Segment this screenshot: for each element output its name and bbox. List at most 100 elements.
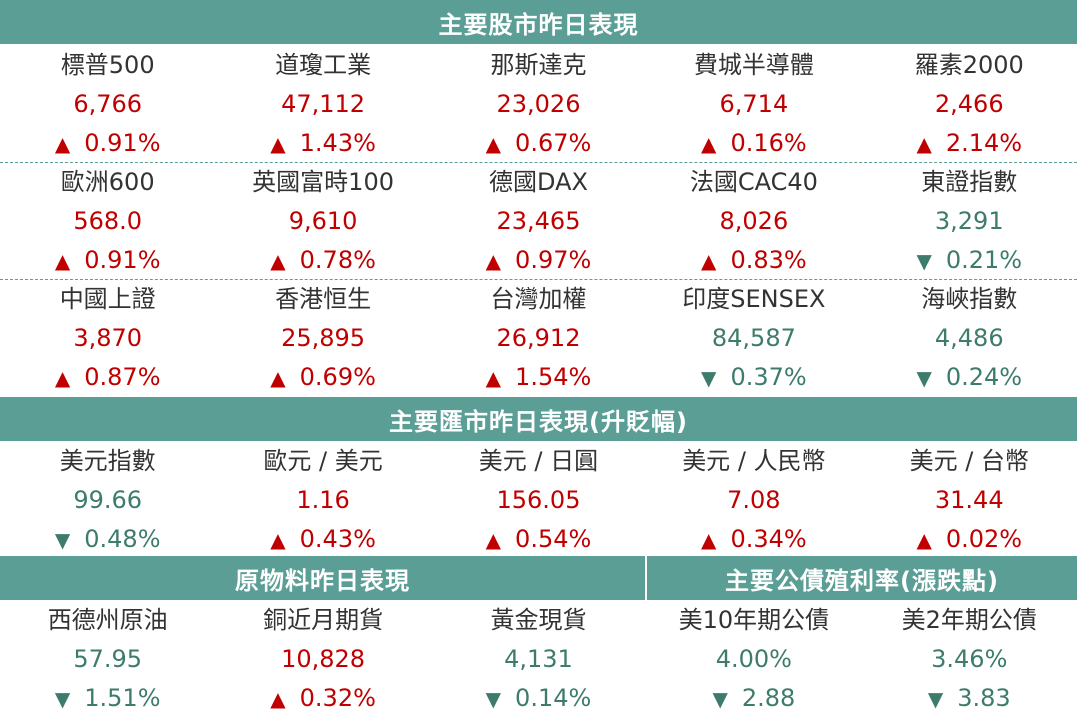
quote-cell: 黃金現貨 4,131 ▼ 0.14% (431, 601, 646, 718)
change-value: 0.69% (299, 363, 376, 391)
quote-change: ▼ 0.48% (55, 520, 161, 559)
quote-name: 歐洲600 (60, 168, 155, 196)
quote-name: 黃金現貨 (490, 606, 587, 634)
quote-change: ▲ 0.34% (701, 520, 807, 559)
down-triangle-icon: ▼ (712, 687, 728, 711)
quote-value: 31.44 (934, 486, 1004, 514)
quote-cell: 印度SENSEX 84,587 ▼ 0.37% (646, 280, 861, 397)
quote-value: 3.46% (931, 645, 1008, 673)
quote-cell: 美10年期公債 4.00% ▼ 2.88 (646, 601, 861, 718)
quote-cell: 道瓊工業 47,112 ▲ 1.43% (215, 46, 430, 163)
quote-cell: 標普500 6,766 ▲ 0.91% (0, 46, 215, 163)
up-triangle-icon: ▲ (916, 528, 932, 552)
change-value: 0.14% (515, 684, 592, 712)
quote-value: 9,610 (288, 207, 358, 235)
divider (0, 279, 1077, 280)
change-value: 3.83 (957, 684, 1011, 712)
up-triangle-icon: ▲ (701, 132, 717, 156)
quote-value: 6,714 (719, 90, 789, 118)
quote-value: 23,465 (496, 207, 581, 235)
quote-name: 中國上證 (59, 285, 156, 313)
quote-name: 羅素2000 (914, 51, 1024, 79)
quote-change: ▼ 0.24% (916, 358, 1022, 397)
quote-name: 英國富時100 (252, 168, 394, 196)
down-triangle-icon: ▼ (54, 687, 71, 711)
quote-value: 84,587 (711, 324, 796, 352)
quote-name: 標普500 (60, 51, 155, 79)
quote-value: 8,026 (719, 207, 789, 235)
quote-value: 4.00% (715, 645, 792, 673)
quote-cell: 海峽指數 4,486 ▼ 0.24% (862, 280, 1077, 397)
divider (0, 162, 1077, 163)
quote-name: 德國DAX (489, 168, 588, 196)
quote-value: 4,486 (934, 324, 1004, 352)
up-triangle-icon: ▲ (270, 687, 286, 711)
quote-cell: 德國DAX 23,465 ▲ 0.97% (431, 163, 646, 280)
up-triangle-icon: ▲ (54, 249, 71, 273)
quote-value: 3,870 (73, 324, 143, 352)
quote-name: 美元指數 (59, 447, 156, 475)
quote-change: ▲ 1.43% (270, 124, 376, 163)
quote-change: ▲ 0.67% (486, 124, 592, 163)
quote-change: ▲ 0.16% (701, 124, 807, 163)
fx-row: 美元指數 99.66 ▼ 0.48% 歐元 / 美元 1.16 ▲ 0.43% 美元 / 日圓 1… (0, 442, 1077, 559)
up-triangle-icon: ▲ (916, 132, 932, 156)
quote-change: ▲ 0.91% (55, 241, 161, 280)
up-triangle-icon: ▲ (485, 249, 502, 273)
quote-cell: 台灣加權 26,912 ▲ 1.54% (431, 280, 646, 397)
quote-cell: 西德州原油 57.95 ▼ 1.51% (0, 601, 215, 718)
quote-value: 26,912 (496, 324, 581, 352)
quote-name: 西德州原油 (47, 606, 168, 634)
quote-value: 3,291 (934, 207, 1004, 235)
change-value: 1.51% (84, 684, 161, 712)
quote-change: ▼ 0.14% (486, 679, 592, 718)
change-value: 0.91% (84, 129, 161, 157)
quote-value: 57.95 (73, 645, 143, 673)
change-value: 0.43% (299, 525, 376, 553)
change-value: 0.97% (515, 246, 592, 274)
quote-name: 印度SENSEX (682, 285, 826, 313)
quote-cell: 法國CAC40 8,026 ▲ 0.83% (646, 163, 861, 280)
quote-value: 23,026 (496, 90, 581, 118)
quote-name: 費城半導體 (693, 51, 814, 79)
fx-header: 主要匯市昨日表現(升貶幅) (0, 397, 1077, 441)
up-triangle-icon: ▲ (270, 528, 286, 552)
quote-change: ▲ 0.32% (270, 679, 376, 718)
quote-change: ▼ 2.88 (712, 679, 795, 718)
quote-change: ▲ 0.91% (55, 124, 161, 163)
change-value: 0.83% (730, 246, 807, 274)
change-value: 0.32% (299, 684, 376, 712)
quote-name: 美10年期公債 (678, 606, 830, 634)
up-triangle-icon: ▲ (701, 528, 717, 552)
quote-change: ▲ 0.54% (486, 520, 592, 559)
quote-change: ▲ 0.78% (270, 241, 376, 280)
quote-cell: 東證指數 3,291 ▼ 0.21% (862, 163, 1077, 280)
quote-value: 568.0 (73, 207, 143, 235)
quote-change: ▼ 1.51% (55, 679, 161, 718)
quote-name: 東證指數 (921, 168, 1018, 196)
change-value: 0.24% (945, 363, 1023, 391)
up-triangle-icon: ▲ (270, 249, 286, 273)
change-value: 0.21% (945, 246, 1023, 274)
change-value: 0.91% (84, 246, 161, 274)
quote-value: 156.05 (496, 486, 581, 514)
quote-value: 2,466 (934, 90, 1004, 118)
quote-name: 香港恒生 (275, 285, 372, 313)
up-triangle-icon: ▲ (701, 249, 717, 273)
quote-name: 道瓊工業 (275, 51, 372, 79)
quote-change: ▲ 0.97% (486, 241, 592, 280)
quote-cell: 美元 / 台幣 31.44 ▲ 0.02% (862, 442, 1077, 559)
quote-change: ▼ 3.83 (928, 679, 1011, 718)
stocks-header: 主要股市昨日表現 (0, 0, 1077, 44)
change-value: 0.02% (945, 525, 1023, 553)
quote-value: 7.08 (727, 486, 781, 514)
quote-name: 美元 / 日圓 (478, 447, 599, 475)
quote-change: ▲ 0.87% (55, 358, 161, 397)
stocks-row-3: 中國上證 3,870 ▲ 0.87% 香港恒生 25,895 ▲ 0.69% 台灣加權 26,91… (0, 280, 1077, 397)
up-triangle-icon: ▲ (485, 132, 502, 156)
stocks-row-2: 歐洲600 568.0 ▲ 0.91% 英國富時100 9,610 ▲ 0.78% 德國DAX 2… (0, 163, 1077, 280)
quote-cell: 美元 / 日圓 156.05 ▲ 0.54% (431, 442, 646, 559)
quote-name: 海峽指數 (921, 285, 1018, 313)
quote-change: ▲ 0.02% (916, 520, 1022, 559)
